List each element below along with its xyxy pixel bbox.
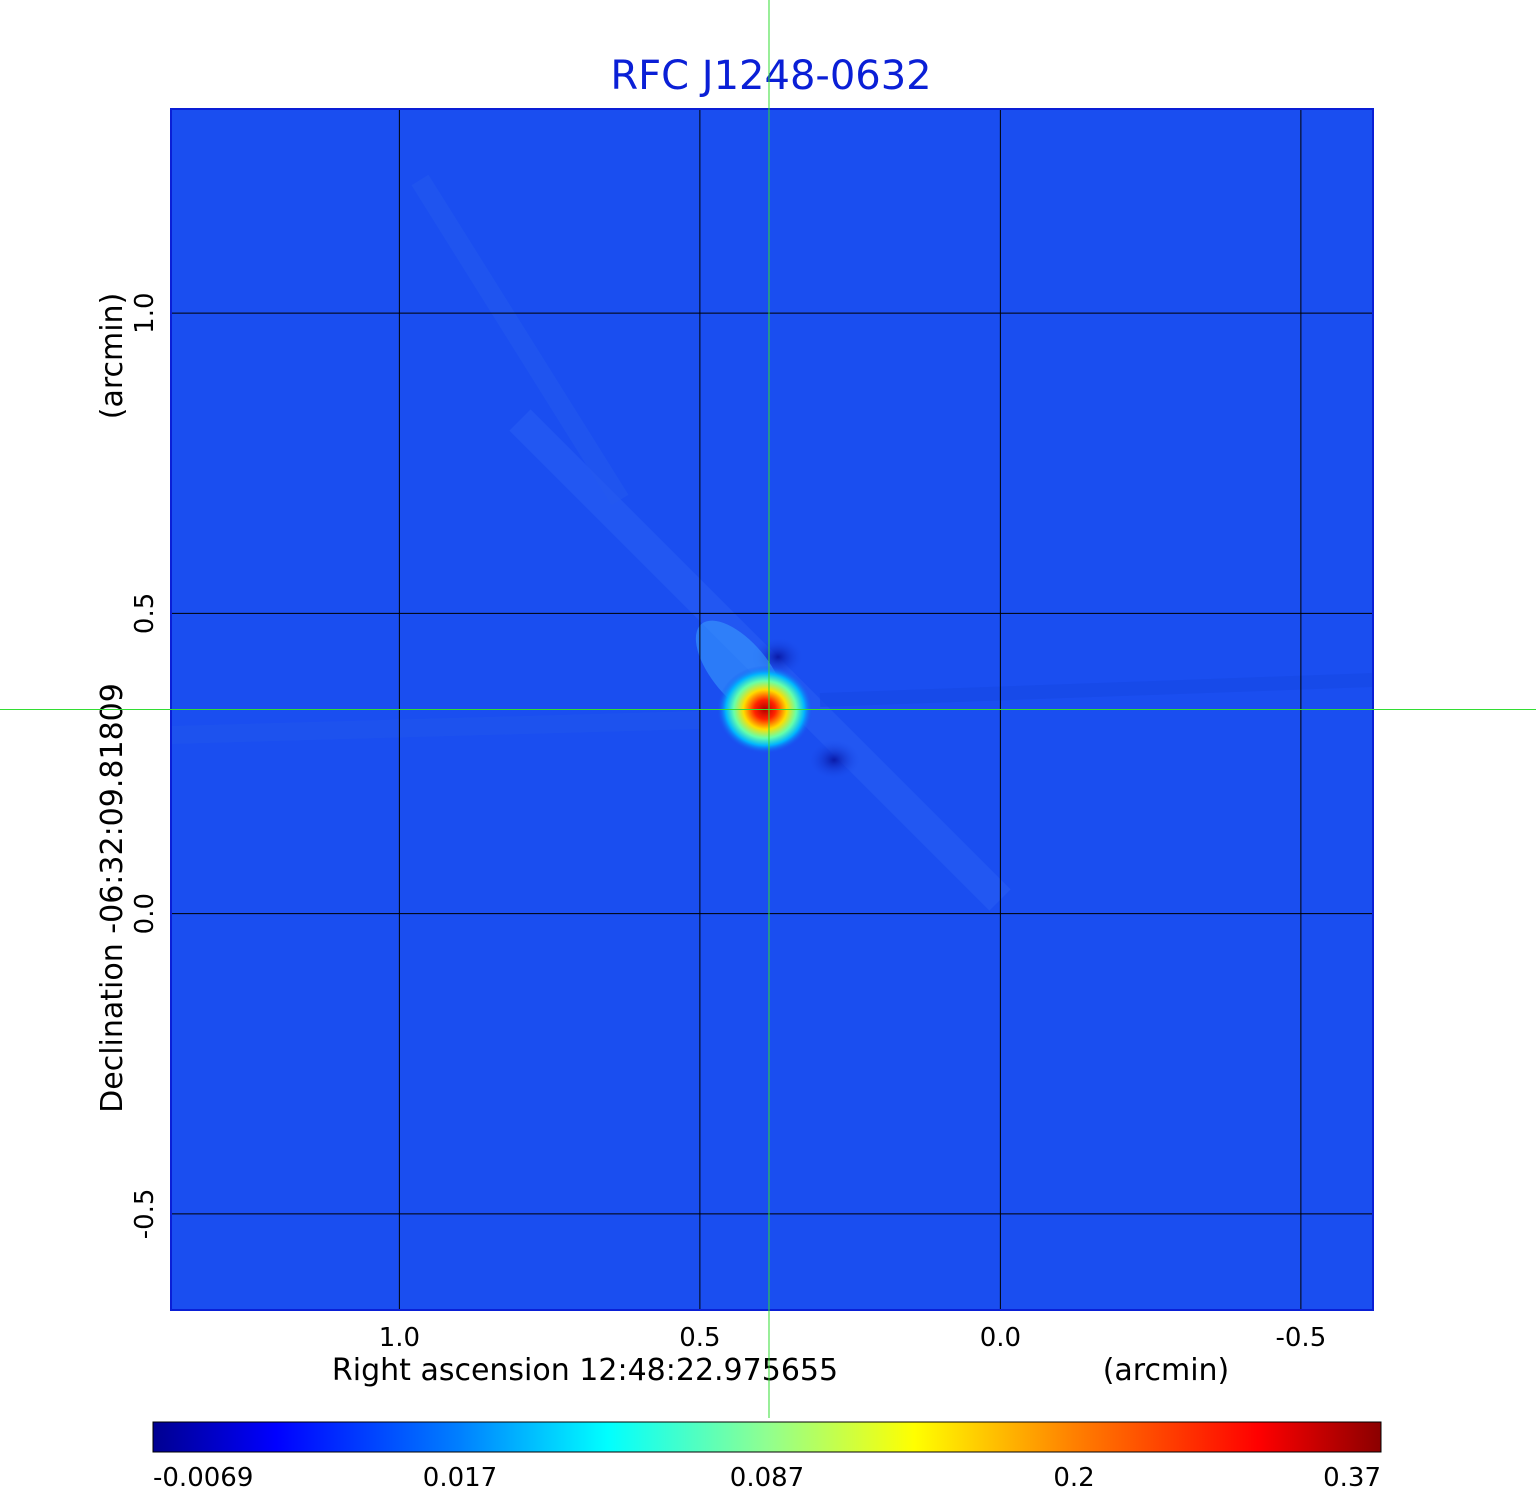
colorbar-tick-label: -0.0069 (153, 1463, 253, 1493)
y-axis-unit: (arcmin) (95, 293, 130, 420)
chart-title: RFC J1248-0632 (610, 53, 931, 99)
y-tick-label: -0.5 (130, 1189, 160, 1240)
x-axis-unit: (arcmin) (1103, 1353, 1230, 1388)
x-tick-label: -0.5 (1276, 1323, 1327, 1353)
colorbar (152, 1421, 1382, 1453)
colorbar-ticks: -0.0069 0.017 0.087 0.2 0.37 (153, 1463, 1381, 1493)
negative-lobe-lower (808, 740, 860, 780)
y-axis-label: Declination -06:32:09.81809 (95, 683, 130, 1113)
image-features (171, 174, 1373, 911)
colorbar-tick-label: 0.37 (1323, 1463, 1381, 1493)
x-tick-label: 0.0 (980, 1323, 1021, 1353)
x-tick-labels: 1.0 0.5 0.0 -0.5 (379, 1323, 1327, 1353)
y-tick-labels: 1.0 0.5 0.0 -0.5 (130, 292, 160, 1239)
x-tick-label: 1.0 (379, 1323, 420, 1353)
y-tick-label: 0.0 (130, 893, 160, 934)
x-tick-label: 0.5 (679, 1323, 720, 1353)
y-tick-label: 0.5 (130, 593, 160, 634)
x-axis-label: Right ascension 12:48:22.975655 (332, 1353, 838, 1388)
colorbar-tick-label: 0.017 (423, 1463, 497, 1493)
y-tick-label: 1.0 (130, 292, 160, 333)
colorbar-tick-label: 0.2 (1053, 1463, 1094, 1493)
colorbar-tick-label: 0.087 (730, 1463, 804, 1493)
